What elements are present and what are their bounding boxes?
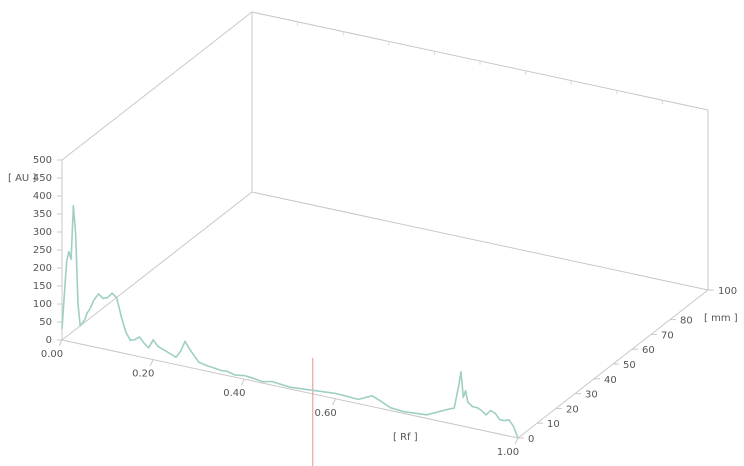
- z-axis-label: [ mm ]: [704, 313, 738, 324]
- left-top-edge-tick: [96, 130, 101, 134]
- x-tick-label: 0.60: [314, 408, 336, 419]
- x-tick-mark: [332, 398, 337, 406]
- y-tick-label: 400: [33, 191, 52, 202]
- y-tick-label: 100: [33, 299, 52, 310]
- left-top-edge-tick: [210, 41, 215, 45]
- z-tick-label: 0: [528, 434, 534, 445]
- z-tick-label: 10: [547, 419, 560, 430]
- x-tick-label: 1.00: [497, 447, 519, 458]
- y-tick-label: 350: [33, 209, 52, 220]
- y-tick-label: 200: [33, 263, 52, 274]
- z-tick-label: 80: [680, 316, 693, 327]
- z-tick-label: 70: [661, 330, 674, 341]
- y-axis-label: [ AU ]: [8, 173, 36, 184]
- y-tick-label: 50: [39, 317, 52, 328]
- y-tick-label: 450: [33, 173, 52, 184]
- floor-front-edge: [61, 339, 519, 439]
- densitogram-series-line: [61, 204, 519, 439]
- z-tick-label: 40: [604, 375, 617, 386]
- y-tick-label: 500: [33, 155, 52, 166]
- axis-ticks: 0501001502002503003504004505000.000.200.…: [33, 21, 737, 466]
- x-tick-label: 0.00: [41, 349, 63, 360]
- left-top-edge-tick: [77, 144, 82, 149]
- left-top-edge-tick: [153, 85, 158, 90]
- z-tick-label: 20: [566, 404, 579, 415]
- x-tick-mark: [58, 339, 63, 347]
- y-tick-label: 0: [46, 335, 52, 346]
- x-tick-label: 0.20: [132, 369, 154, 380]
- z-tick-label: 50: [623, 360, 636, 371]
- y-tick-label: 150: [33, 281, 52, 292]
- z-tick-label: 30: [585, 390, 598, 401]
- x-tick-mark: [240, 378, 245, 386]
- z-tick-label: 60: [642, 345, 655, 356]
- z-tick-label: 100: [718, 286, 737, 297]
- left-top-edge-tick: [134, 100, 139, 105]
- x-tick-label: 0.40: [223, 388, 245, 399]
- y-tick-label: 300: [33, 227, 52, 238]
- series-group: [61, 204, 519, 439]
- x-tick-mark: [514, 437, 519, 445]
- left-top-edge-tick: [172, 70, 177, 75]
- left-top-edge-tick: [115, 115, 120, 119]
- x-tick-mark: [149, 359, 154, 366]
- x-axis-label: [ Rf ]: [393, 432, 418, 443]
- left-top-edge-tick: [191, 56, 196, 60]
- y-tick-label: 250: [33, 245, 52, 256]
- floor-left-edge: [61, 191, 253, 341]
- back-bottom-edge: [251, 191, 709, 291]
- axis-labels: [ AU ] [ Rf ] [ mm ]: [8, 173, 738, 443]
- left-top-edge-tick: [229, 26, 234, 31]
